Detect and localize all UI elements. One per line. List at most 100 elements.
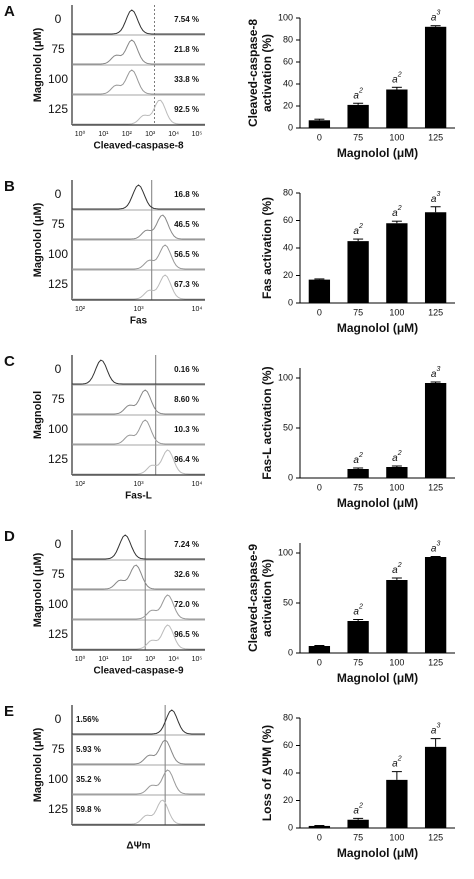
bar bbox=[424, 746, 447, 828]
x-tick-label: 100 bbox=[389, 832, 404, 842]
bar bbox=[308, 646, 331, 653]
significance-letter: a bbox=[392, 565, 398, 576]
significance-label: a2 bbox=[392, 450, 402, 464]
bar bbox=[308, 825, 331, 828]
row-label: 75 bbox=[51, 742, 65, 756]
bar bbox=[386, 223, 408, 303]
x-tick-label: 10³ bbox=[133, 306, 144, 313]
histogram-curve bbox=[72, 624, 205, 650]
x-tick-label: 10⁰ bbox=[75, 130, 86, 138]
row-label: 100 bbox=[48, 597, 68, 611]
bar bbox=[347, 819, 369, 828]
significance-letter: a bbox=[431, 369, 437, 380]
y-axis-label: Magnolol (μM) bbox=[32, 727, 44, 802]
significance-sup: 2 bbox=[397, 755, 402, 762]
significance-sup: 2 bbox=[397, 562, 402, 569]
x-tick-label: 0 bbox=[317, 832, 322, 842]
x-tick-label: 75 bbox=[353, 307, 363, 317]
significance-letter: a bbox=[431, 725, 437, 736]
panel-label: C bbox=[4, 353, 15, 370]
significance-sup: 2 bbox=[358, 87, 363, 94]
x-tick-label: 125 bbox=[428, 832, 443, 842]
y-tick-label: 80 bbox=[283, 712, 293, 722]
significance-sup: 2 bbox=[358, 802, 363, 809]
histogram-curve bbox=[72, 214, 205, 240]
bar bbox=[386, 467, 408, 478]
percent-label: 59.8 % bbox=[76, 805, 101, 814]
significance-sup: 2 bbox=[397, 71, 402, 78]
bar bbox=[386, 580, 408, 653]
significance-letter: a bbox=[431, 193, 437, 204]
percent-label: 46.5 % bbox=[174, 220, 199, 229]
significance-letter: a bbox=[353, 455, 359, 466]
significance-label: a3 bbox=[431, 366, 441, 380]
histogram-curve bbox=[72, 359, 205, 385]
x-tick-label: 10⁴ bbox=[168, 656, 179, 663]
row-label: 100 bbox=[48, 772, 68, 786]
percent-label: 56.5 % bbox=[174, 250, 199, 259]
x-tick-label: 125 bbox=[428, 307, 443, 317]
y-axis-label: Magnolol (μM) bbox=[32, 202, 44, 277]
bar bbox=[424, 212, 447, 303]
x-tick-label: 0 bbox=[317, 132, 322, 142]
significance-label: a2 bbox=[353, 87, 363, 101]
x-tick-label: 100 bbox=[389, 307, 404, 317]
histogram-curve bbox=[72, 769, 205, 795]
y-tick-label: 80 bbox=[283, 187, 293, 197]
row-label: 100 bbox=[48, 247, 68, 261]
x-tick-label: 75 bbox=[353, 132, 363, 142]
histogram-curve bbox=[72, 389, 205, 415]
y-tick-label: 60 bbox=[283, 56, 293, 66]
significance-label: a2 bbox=[353, 452, 363, 466]
significance-letter: a bbox=[392, 758, 398, 769]
significance-letter: a bbox=[431, 543, 437, 554]
bar bbox=[347, 621, 369, 653]
x-tick-label: 100 bbox=[389, 132, 404, 142]
x-tick-label: 100 bbox=[389, 482, 404, 492]
percent-label: 96.4 % bbox=[174, 455, 199, 464]
bar bbox=[347, 104, 369, 128]
x-tick-label: 125 bbox=[428, 657, 443, 667]
histogram-curve bbox=[72, 274, 205, 300]
percent-label: 10.3 % bbox=[174, 425, 199, 434]
percent-label: 7.54 % bbox=[174, 15, 199, 24]
y-tick-label: 0 bbox=[288, 297, 293, 307]
significance-letter: a bbox=[353, 805, 359, 816]
histogram-curve bbox=[72, 244, 205, 270]
panel-label: A bbox=[4, 3, 15, 20]
y-tick-label: 20 bbox=[283, 270, 293, 280]
significance-letter: a bbox=[392, 453, 398, 464]
x-tick-label: 100 bbox=[389, 657, 404, 667]
row-label: 0 bbox=[55, 537, 62, 551]
x-axis-label: Fas bbox=[130, 316, 148, 327]
significance-sup: 2 bbox=[397, 450, 402, 457]
x-tick-label: 10⁵ bbox=[192, 131, 203, 138]
y-axis-label: Magnolol bbox=[32, 391, 44, 439]
bar bbox=[347, 241, 369, 303]
x-tick-label: 10³ bbox=[145, 131, 156, 138]
y-axis-label: Fas activation (%) bbox=[260, 197, 274, 299]
row-label: 125 bbox=[48, 102, 68, 116]
x-tick-label: 0 bbox=[317, 482, 322, 492]
histogram-curve bbox=[72, 799, 205, 825]
x-axis-label: Cleaved-caspase-8 bbox=[93, 141, 183, 152]
histogram-curve bbox=[72, 99, 205, 125]
significance-sup: 3 bbox=[436, 10, 440, 17]
row-label: 75 bbox=[51, 217, 65, 231]
row-label: 75 bbox=[51, 392, 65, 406]
y-tick-label: 40 bbox=[283, 767, 293, 777]
x-axis-label: Magnolol (μM) bbox=[337, 496, 418, 510]
x-axis-label: ΔΨm bbox=[126, 841, 150, 852]
percent-label: 32.6 % bbox=[174, 570, 199, 579]
row-label: 0 bbox=[55, 12, 62, 26]
significance-sup: 3 bbox=[436, 191, 440, 198]
y-tick-label: 100 bbox=[278, 12, 293, 22]
x-axis-label: Magnolol (μM) bbox=[337, 146, 418, 160]
percent-label: 1.56% bbox=[76, 715, 99, 724]
histogram-curve bbox=[72, 9, 205, 35]
row-label: 125 bbox=[48, 452, 68, 466]
y-axis-label: activation (%) bbox=[260, 34, 274, 112]
significance-label: a2 bbox=[353, 603, 363, 617]
histogram-curve bbox=[72, 739, 205, 765]
x-axis-label: Fas-L bbox=[125, 491, 152, 502]
